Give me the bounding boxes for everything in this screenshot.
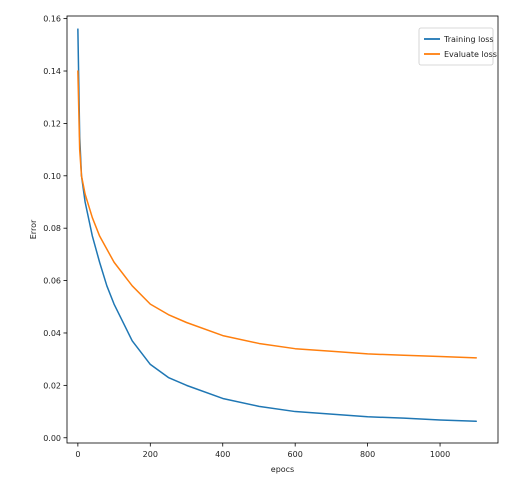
plot-area	[66, 15, 499, 444]
legend-label-evaluate-loss: Evaluate loss	[444, 50, 497, 59]
legend: Training loss Evaluate loss	[418, 27, 497, 66]
axis-ticks: 0 200 400 600 800 1000 0.00 0.02 0.04 0.06 0.08 0.1…	[43, 15, 450, 459]
series-layer	[77, 28, 478, 423]
y-tick-label: 0.14	[43, 67, 61, 76]
legend-label-training-loss: Training loss	[443, 35, 494, 44]
x-tick-label: 0	[75, 450, 80, 459]
x-tick-label: 600	[288, 450, 303, 459]
y-tick-label: 0.00	[43, 434, 61, 443]
y-tick-label: 0.04	[43, 329, 61, 338]
y-tick-label: 0.08	[43, 224, 61, 233]
y-tick-label: 0.16	[43, 15, 61, 24]
x-tick-label: 200	[143, 450, 158, 459]
series-line-evaluate-loss	[77, 70, 478, 359]
x-tick-label: 400	[215, 450, 230, 459]
x-tick-label: 1000	[430, 450, 450, 459]
series-line-training-loss	[77, 28, 478, 423]
y-tick-label: 0.10	[43, 172, 61, 181]
y-axis-label: Error	[29, 219, 38, 239]
y-tick-label: 0.12	[43, 119, 61, 128]
x-axis-label: epocs	[271, 465, 294, 474]
x-tick-label: 800	[360, 450, 375, 459]
y-tick-label: 0.02	[43, 381, 61, 390]
y-tick-label: 0.06	[43, 277, 61, 286]
legend-box	[418, 27, 494, 66]
